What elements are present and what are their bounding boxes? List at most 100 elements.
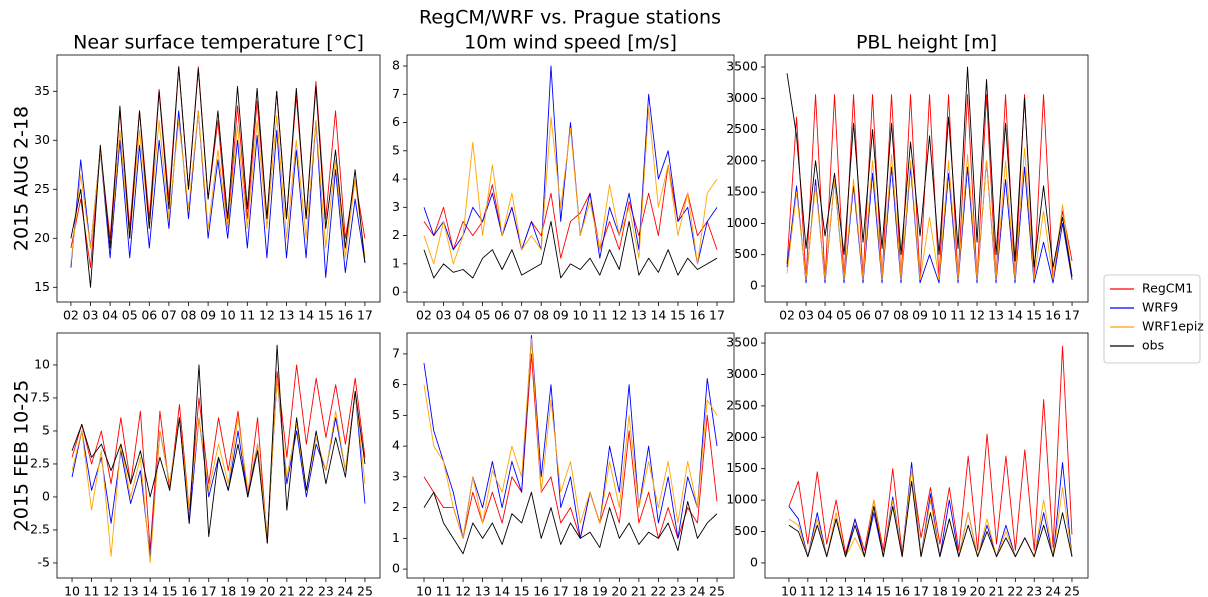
data-line (788, 480, 1073, 558)
y-tick-label: 0 (750, 554, 758, 569)
y-tick-label: 2 (392, 499, 400, 514)
x-tick-label: 14 (1007, 308, 1023, 323)
x-tick-label: 11 (84, 584, 100, 597)
y-tick-label: 20 (34, 230, 50, 245)
x-tick-label: 16 (533, 584, 549, 597)
x-tick-label: 17 (709, 308, 725, 323)
data-line (786, 147, 1073, 281)
x-tick-label: 08 (533, 308, 549, 323)
y-tick-label: 4 (392, 438, 400, 453)
x-tick-label: 19 (240, 584, 256, 597)
legend-label: RegCM1 (1142, 281, 1193, 296)
y-axis-label: 2015 AUG 2-18 (11, 106, 33, 251)
y-tick-label: 1000 (726, 215, 758, 230)
y-axis-label: 2015 FEB 10-25 (11, 380, 33, 532)
x-tick-label: 25 (1064, 584, 1080, 597)
x-tick-label: 16 (181, 584, 197, 597)
legend: RegCM1 WRF9 WRF1epiz obs (1103, 274, 1204, 364)
y-tick-label: 1500 (726, 460, 758, 475)
y-tick-label: 0 (392, 284, 400, 299)
x-tick-label: 07 (161, 308, 177, 323)
x-tick-label: 15 (514, 584, 530, 597)
legend-label: WRF9 (1142, 300, 1178, 315)
x-tick-label: 12 (819, 584, 835, 597)
figure-title: RegCM/WRF vs. Prague stations (419, 7, 721, 29)
y-tick-label: 2000 (726, 152, 758, 167)
y-tick-label: 2500 (726, 397, 758, 412)
x-tick-label: 11 (950, 308, 966, 323)
y-tick-label: 0 (750, 277, 758, 292)
y-tick-label: 0 (392, 561, 400, 576)
data-line (423, 107, 718, 265)
x-tick-label: 05 (122, 308, 138, 323)
x-tick-label: 25 (357, 584, 373, 597)
x-tick-label: 10 (931, 308, 947, 323)
data-line (70, 66, 366, 288)
x-tick-label: 09 (553, 308, 569, 323)
x-tick-label: 12 (259, 308, 275, 323)
x-tick-label: 05 (475, 308, 491, 323)
y-tick-label: 1000 (726, 492, 758, 507)
x-tick-label: 11 (239, 308, 255, 323)
axes-frame (764, 54, 1089, 303)
x-tick-label: 18 (572, 584, 588, 597)
x-tick-label: 17 (553, 584, 569, 597)
x-tick-label: 03 (436, 308, 452, 323)
x-tick-label: 06 (494, 308, 510, 323)
y-tick-label: 0 (42, 488, 50, 503)
x-tick-label: 15 (162, 584, 178, 597)
data-line (788, 345, 1073, 554)
data-line (786, 94, 1073, 281)
x-tick-label: 24 (337, 584, 353, 597)
x-tick-label: 09 (200, 308, 216, 323)
x-tick-label: 06 (855, 308, 871, 323)
y-tick-label: 2000 (726, 429, 758, 444)
y-tick-label: 35 (34, 83, 50, 98)
data-line (423, 164, 718, 259)
x-tick-label: 13 (988, 308, 1004, 323)
y-tick-label: 3 (392, 199, 400, 214)
x-tick-label: 09 (912, 308, 928, 323)
x-tick-label: 23 (670, 584, 686, 597)
x-tick-label: 20 (259, 584, 275, 597)
y-tick-label: 1 (392, 530, 400, 545)
x-tick-label: 18 (220, 584, 236, 597)
y-tick-label: -2.5 (26, 521, 50, 536)
data-line (71, 344, 366, 544)
x-tick-label: 16 (337, 308, 353, 323)
x-tick-label: 17 (201, 584, 217, 597)
x-tick-label: 19 (592, 584, 608, 597)
y-tick-label: 5 (392, 142, 400, 157)
legend-box (1103, 274, 1201, 364)
x-tick-label: 14 (298, 308, 314, 323)
axes-frame (56, 54, 381, 303)
x-tick-label: 06 (141, 308, 157, 323)
x-tick-label: 25 (709, 584, 725, 597)
y-tick-label: -5 (38, 554, 50, 569)
x-tick-label: 08 (181, 308, 197, 323)
x-tick-label: 12 (611, 308, 627, 323)
x-tick-label: 15 (318, 308, 334, 323)
x-tick-label: 10 (416, 584, 432, 597)
x-tick-label: 10 (64, 584, 80, 597)
x-tick-label: 10 (572, 308, 588, 323)
y-tick-label: 3000 (726, 366, 758, 381)
x-tick-label: 24 (1045, 584, 1061, 597)
x-tick-label: 02 (779, 308, 795, 323)
x-tick-label: 16 (894, 584, 910, 597)
legend-label: obs (1142, 338, 1164, 353)
y-tick-label: 3 (392, 468, 400, 483)
x-tick-label: 02 (63, 308, 79, 323)
data-line (70, 110, 366, 263)
data-line (786, 66, 1073, 277)
y-tick-label: 2.5 (30, 455, 50, 470)
y-tick-label: 6 (392, 114, 400, 129)
axes-title: 10m wind speed [m/s] (464, 32, 677, 54)
x-tick-label: 17 (1064, 308, 1080, 323)
x-tick-label: 15 (1026, 308, 1042, 323)
y-tick-label: 30 (34, 132, 50, 147)
x-tick-label: 10 (220, 308, 236, 323)
y-tick-label: 1 (392, 255, 400, 270)
